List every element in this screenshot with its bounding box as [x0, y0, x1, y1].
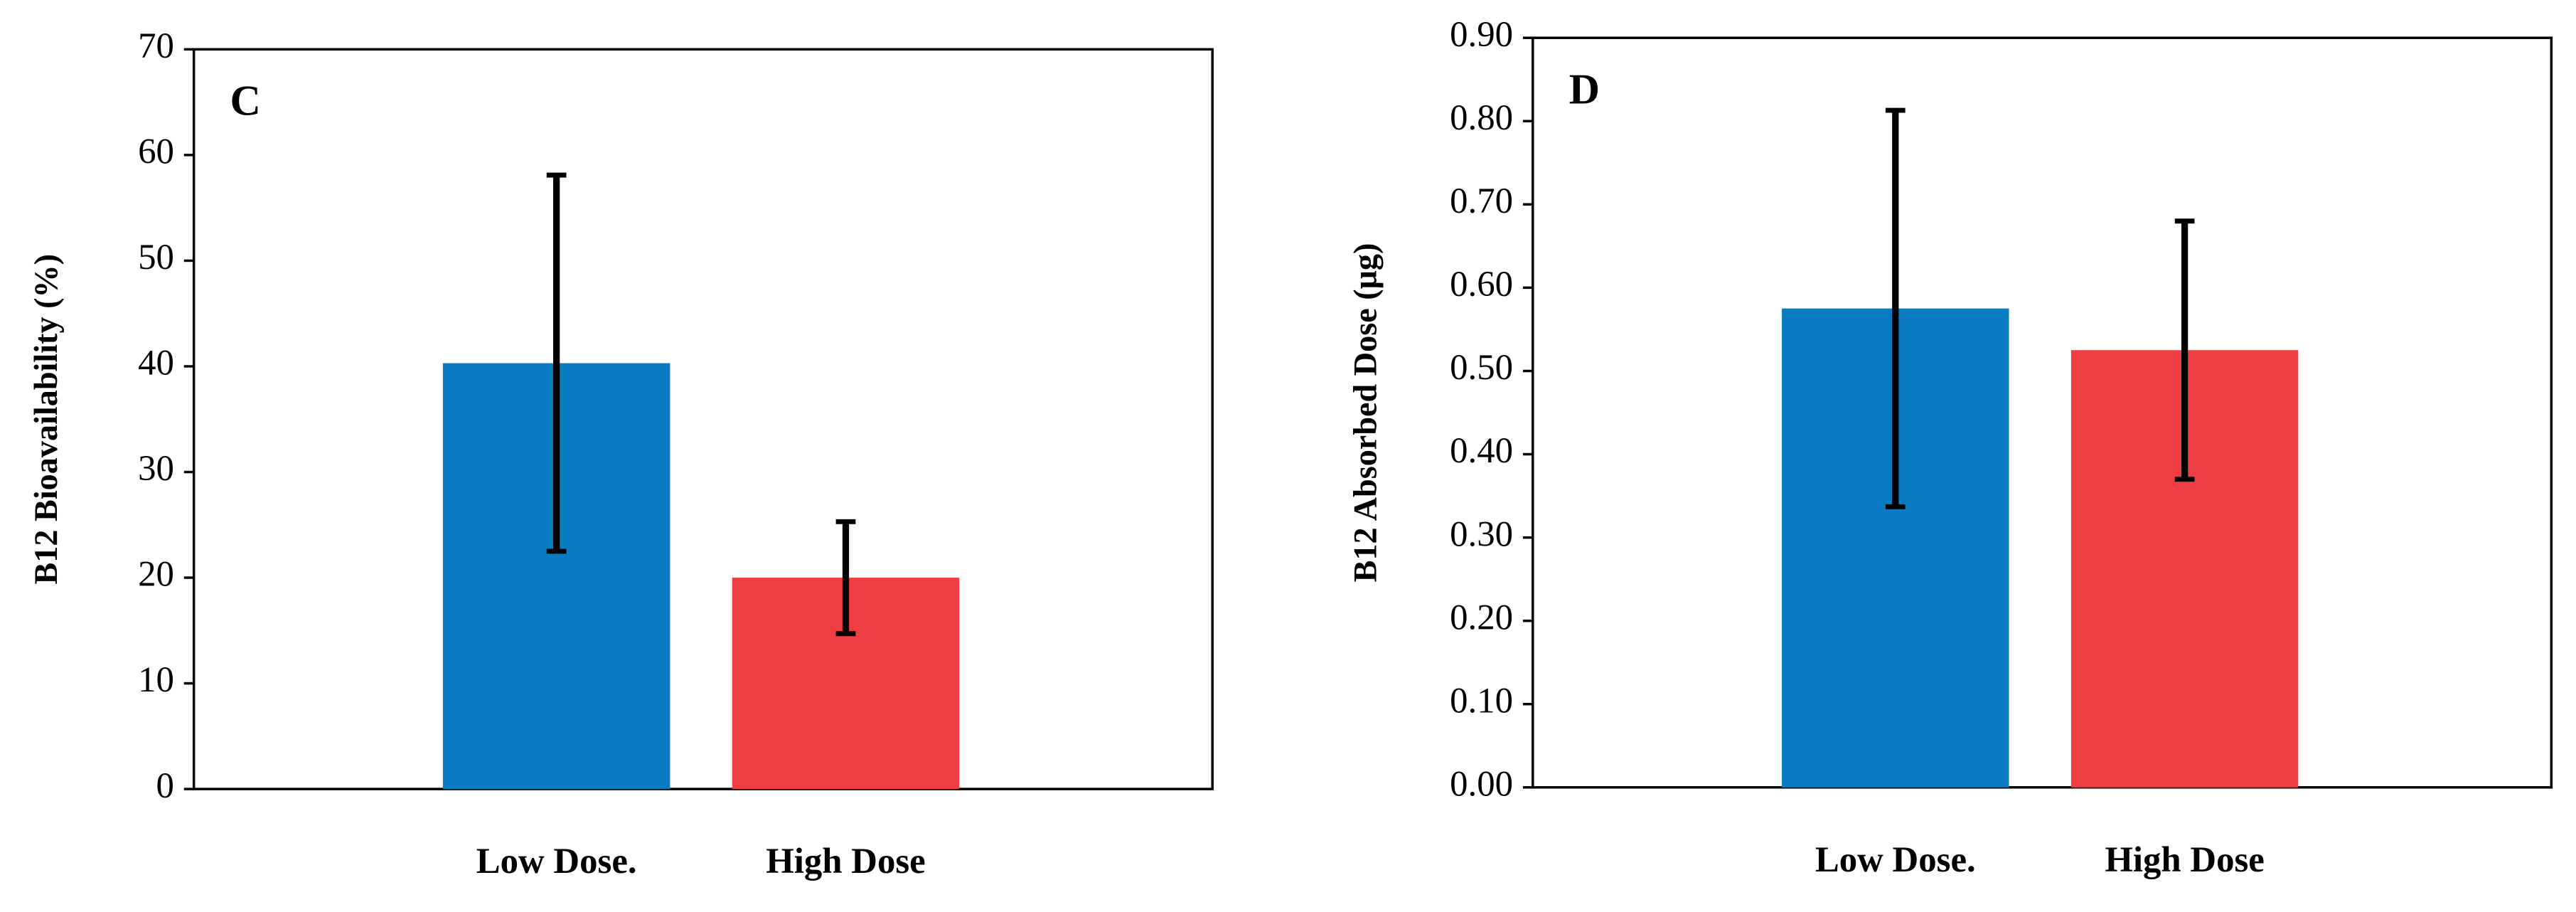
y-tick-label: 0.30 — [1450, 514, 1513, 553]
y-tick-label: 0.20 — [1450, 597, 1513, 637]
plot-frame — [1532, 36, 2553, 789]
x-tick-label: High Dose — [766, 841, 926, 881]
y-tick-label: 0.80 — [1450, 97, 1513, 137]
y-tick-label: 40 — [138, 343, 174, 383]
y-tick-label: 60 — [138, 132, 174, 171]
y-tick-label: 20 — [138, 554, 174, 594]
y-tick-label: 50 — [138, 237, 174, 277]
y-tick-label: 0.50 — [1450, 347, 1513, 387]
x-tick-label: Low Dose. — [1815, 839, 1976, 879]
y-axis-title: B12 Absorbed Dose (μg) — [1347, 243, 1383, 583]
panel-label: D — [1569, 65, 1600, 113]
y-tick-label: 10 — [138, 659, 174, 699]
panel-label: C — [230, 77, 260, 124]
x-tick-label: High Dose — [2105, 839, 2265, 879]
x-tick-label: Low Dose. — [476, 841, 637, 881]
y-tick-label: 0.60 — [1450, 264, 1513, 304]
y-tick-label: 0.70 — [1450, 181, 1513, 221]
plot-frame — [192, 48, 1214, 790]
y-tick-label: 30 — [138, 448, 174, 488]
y-tick-label: 0.90 — [1450, 14, 1513, 54]
y-tick-label: 0.40 — [1450, 430, 1513, 470]
y-tick-label: 0.10 — [1450, 680, 1513, 720]
y-axis-title: B12 Bioavailability (%) — [28, 254, 64, 585]
y-tick-label: 70 — [138, 26, 174, 65]
y-tick-label: 0.00 — [1450, 763, 1513, 803]
y-tick-label: 0 — [156, 765, 174, 805]
